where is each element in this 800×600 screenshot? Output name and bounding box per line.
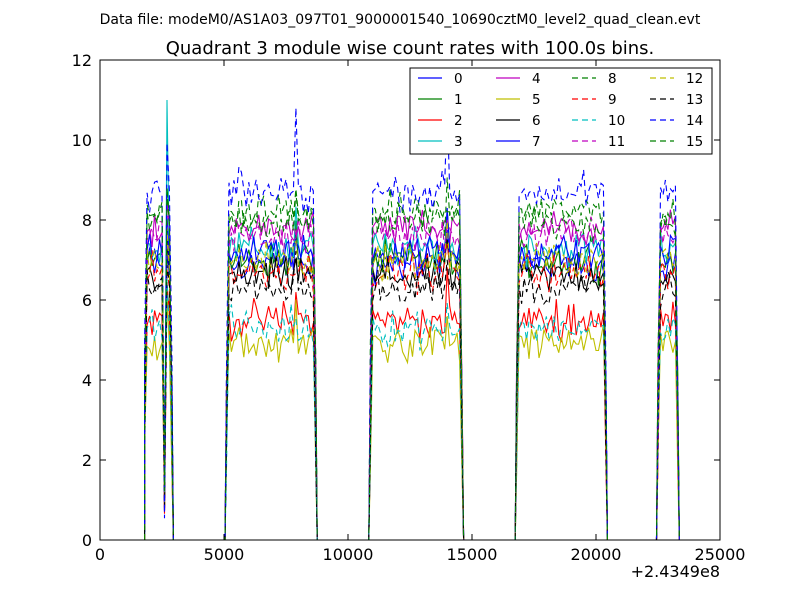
- series-line-module-3: [144, 99, 680, 540]
- legend-label-module-15: 15: [686, 134, 703, 150]
- legend-label-module-8: 8: [608, 71, 617, 87]
- series-line-module-12: [144, 220, 680, 540]
- legend-label-module-14: 14: [686, 113, 703, 129]
- y-tick-label: 8: [82, 211, 92, 230]
- series-layer: [144, 99, 680, 540]
- legend-label-module-9: 9: [608, 92, 617, 108]
- x-tick-label: 20000: [571, 545, 622, 564]
- data-file-suptitle: Data file: modeM0/AS1A03_097T01_90000015…: [100, 12, 701, 28]
- legend-label-module-5: 5: [532, 92, 541, 108]
- legend-label-module-1: 1: [454, 92, 463, 108]
- x-tick-label: 5000: [204, 545, 245, 564]
- legend-label-module-0: 0: [454, 71, 463, 87]
- x-tick-label: 10000: [323, 545, 374, 564]
- legend-label-module-3: 3: [454, 134, 463, 150]
- series-line-module-7: [144, 207, 680, 540]
- y-tick-label: 2: [82, 451, 92, 470]
- legend-frame: [409, 67, 713, 155]
- legend-label-module-4: 4: [532, 71, 541, 87]
- series-line-module-5: [144, 292, 680, 540]
- chart-title: Quadrant 3 module wise count rates with …: [166, 38, 655, 59]
- y-tick-label: 12: [72, 51, 92, 70]
- x-offset-label: +2.4349e8: [631, 562, 720, 581]
- series-line-module-2: [144, 267, 680, 540]
- x-tick-label: 25000: [695, 545, 746, 564]
- series-line-module-8: [144, 177, 680, 540]
- series-line-module-10: [144, 279, 680, 540]
- legend-label-module-13: 13: [686, 92, 703, 108]
- legend-label-module-11: 11: [608, 134, 625, 150]
- series-line-module-9: [144, 244, 680, 540]
- series-line-module-6: [144, 235, 680, 540]
- y-tick-label: 10: [72, 131, 92, 150]
- x-tick-label: 15000: [447, 545, 498, 564]
- legend-label-module-2: 2: [454, 113, 463, 129]
- x-tick-label: 0: [95, 545, 105, 564]
- legend-label-module-6: 6: [532, 113, 541, 129]
- series-line-module-14: [144, 103, 680, 540]
- series-line-module-11: [144, 212, 680, 540]
- series-line-module-13: [144, 251, 680, 540]
- legend-label-module-12: 12: [686, 71, 703, 87]
- legend-label-module-7: 7: [532, 134, 541, 150]
- y-tick-label: 0: [82, 531, 92, 550]
- legend-label-module-10: 10: [608, 113, 625, 129]
- series-line-module-15: [144, 186, 680, 540]
- y-tick-label: 6: [82, 291, 92, 310]
- y-tick-label: 4: [82, 371, 92, 390]
